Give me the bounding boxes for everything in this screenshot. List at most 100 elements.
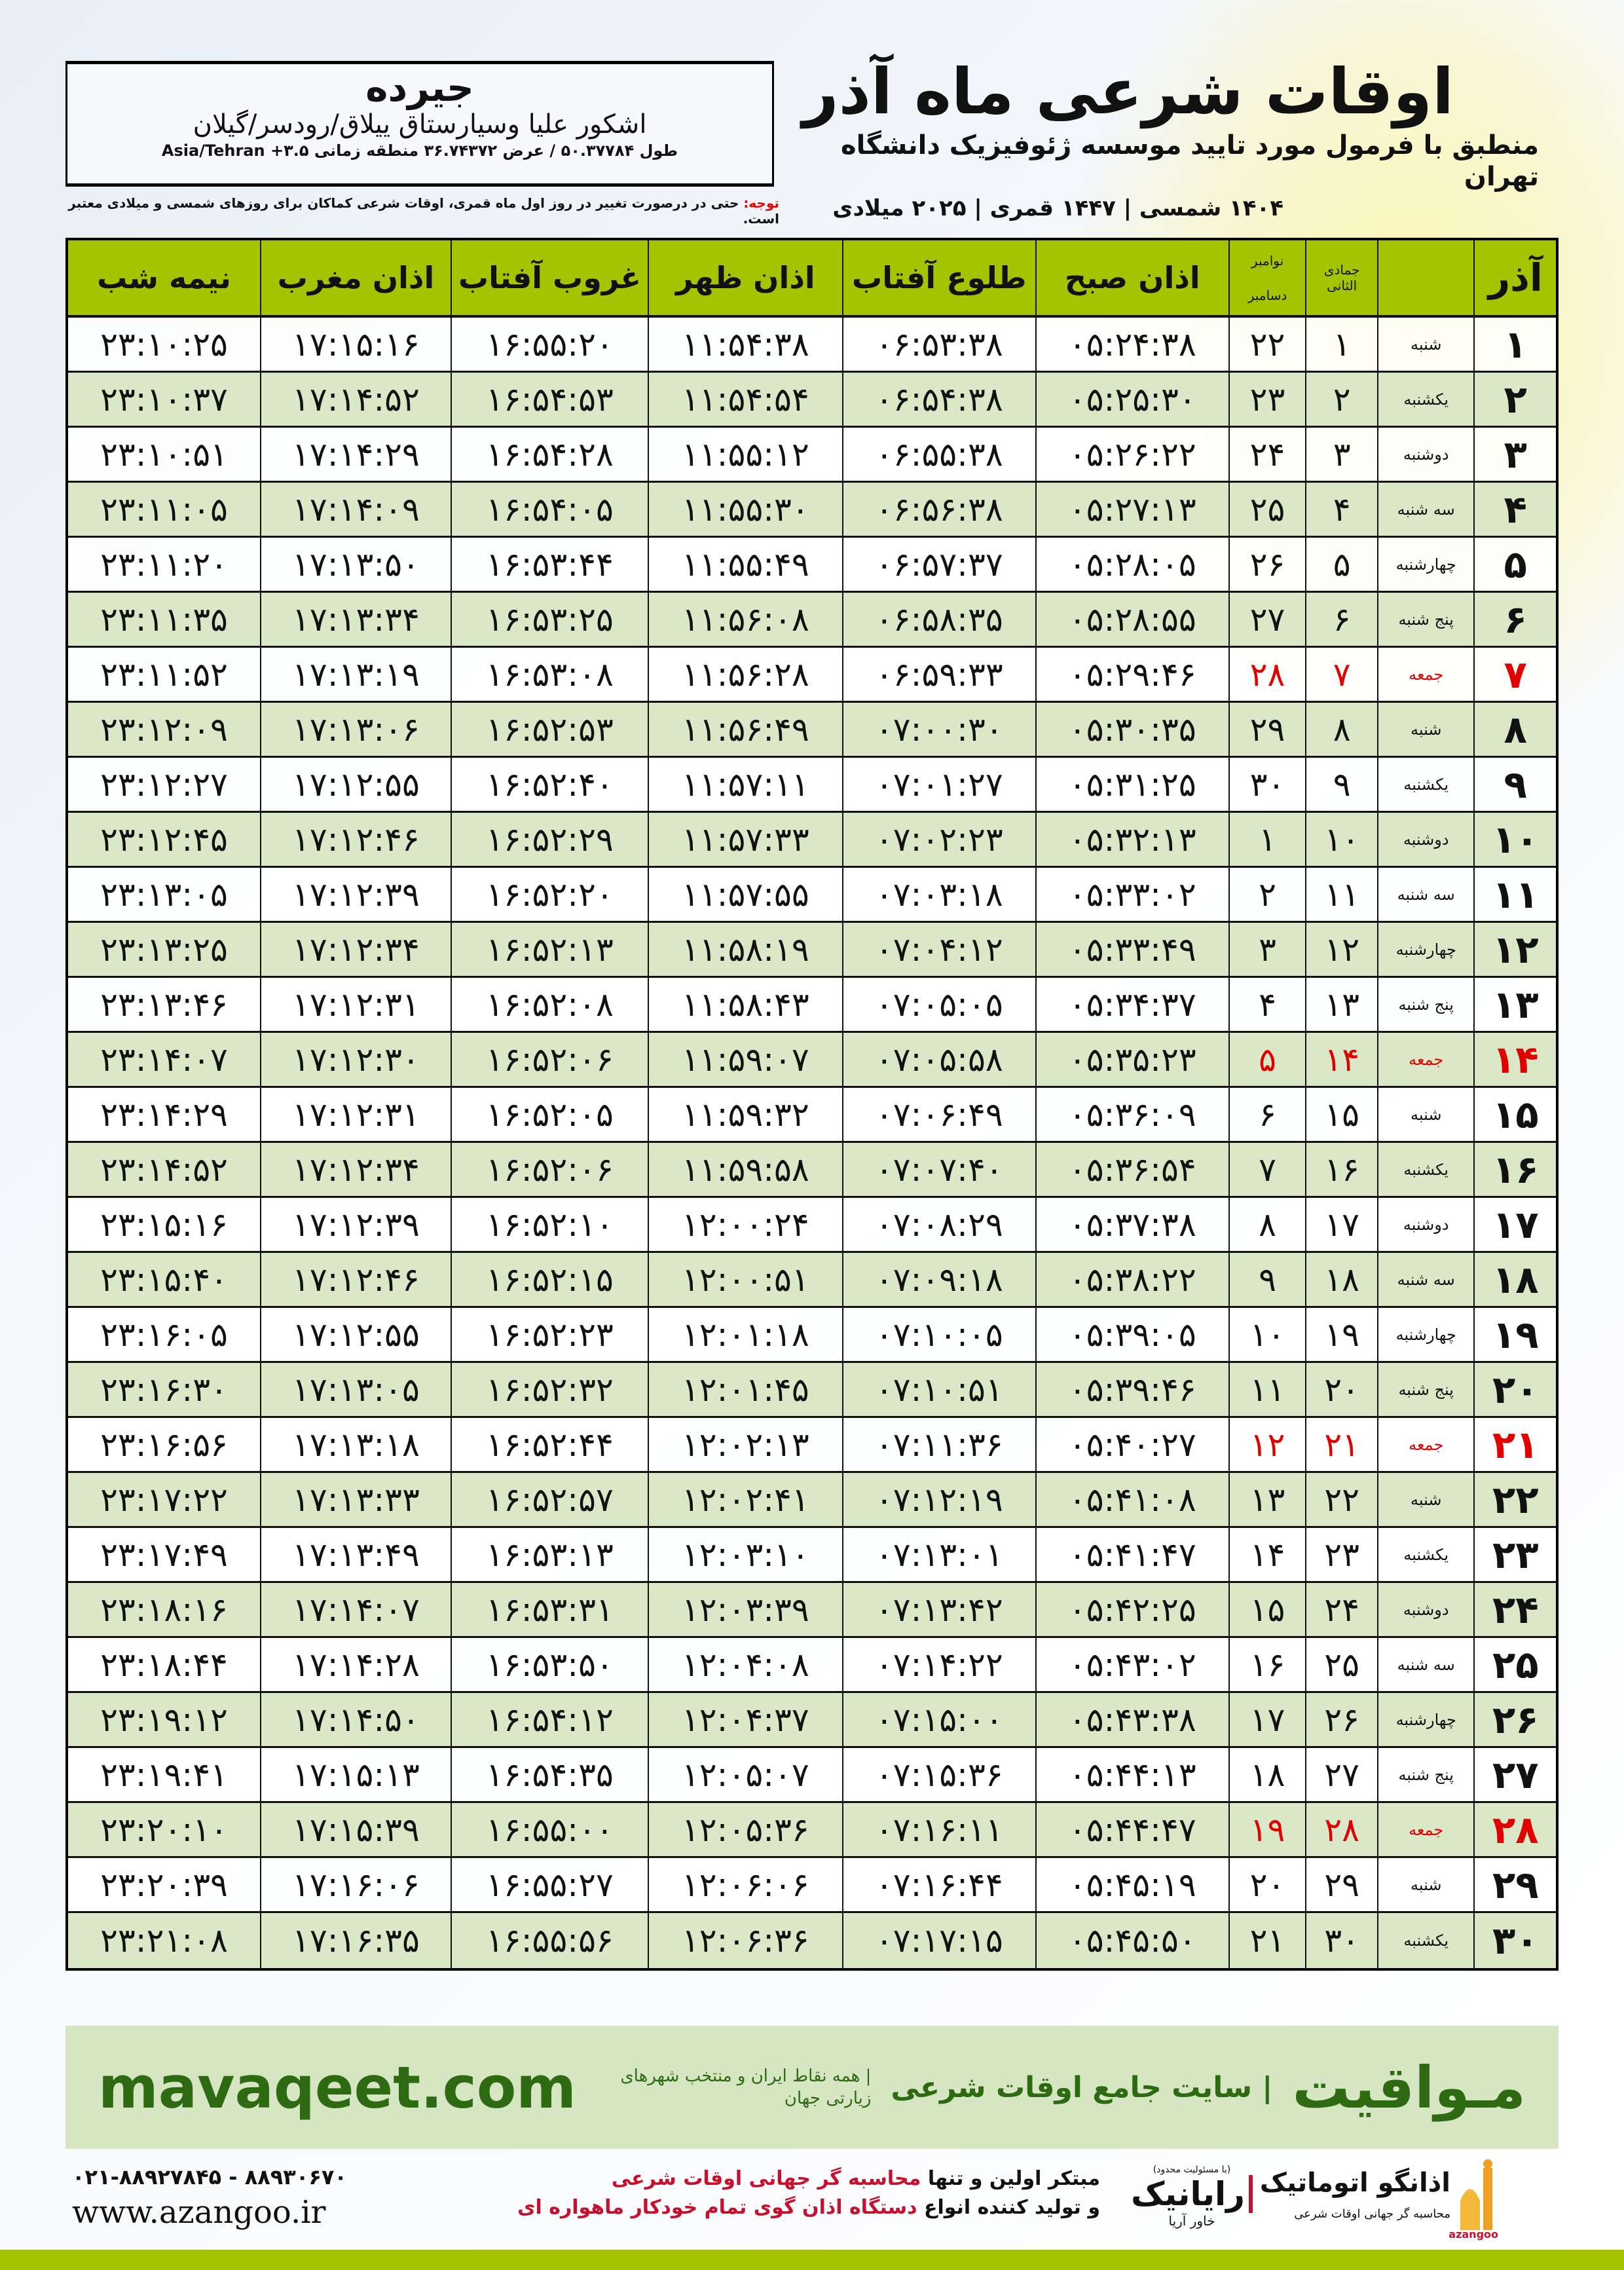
cell-sunset: ۱۶:۵۲:۱۵ [450,1253,648,1306]
cell-midnight: ۲۳:۱۸:۴۴ [100,1645,228,1684]
mavaqeet-url[interactable]: mavaqeet.com [98,2053,576,2121]
cell-weekday: یکشنبه [1376,1143,1473,1196]
cell-maghrib: ۱۷:۱۲:۳۹ [259,868,451,921]
cell-sunset: ۱۶:۵۵:۰۰ [450,1803,648,1856]
cell-sunset: ۱۶:۵۲:۲۰ [450,868,648,921]
cell-weekday: دوشنبه [1376,428,1473,481]
cell-sunrise: ۰۶:۵۶:۳۸ [841,483,1035,536]
cell-sunset: ۱۶:۵۴:۵۳ [450,373,648,426]
cell-maghrib: ۱۷:۱۲:۳۱ [259,978,451,1031]
cell-fajr: ۰۵:۳۵:۲۳ [1035,1033,1228,1086]
cell-sunset: ۱۶:۵۳:۴۴ [450,538,648,591]
cell-sunrise: ۰۷:۱۳:۰۱ [841,1528,1035,1581]
minaret-icon [1460,2159,1492,2230]
cell-gregorian-day: ۱۵ [1228,1583,1306,1636]
table-row: ۷ جمعه ۷ ۲۸ ۰۵:۲۹:۴۶ ۰۶:۵۹:۳۳ ۱۱:۵۶:۲۸ ۱۶:۵۳:۰۸… [68,648,1556,703]
table-body: ۱ شنبه ۱ ۲۲ ۰۵:۲۴:۳۸ ۰۶:۵۳:۳۸ ۱۱:۵۴:۳۸ ۱۶:۵۵:۲۰… [68,318,1556,1968]
cell-sunset: ۱۶:۵۴:۰۵ [450,483,648,536]
cell-dhuhr: ۱۲:۰۲:۴۱ [647,1473,842,1526]
col-sunrise: طلوع آفتاب [841,240,1035,315]
table-row: ۱۶ یکشنبه ۱۶ ۷ ۰۵:۳۶:۵۴ ۰۷:۰۷:۴۰ ۱۱:۵۹:۵۸ ۱۶:۵۲… [68,1143,1556,1198]
cell-weekday: چهارشنبه [1376,923,1473,976]
cell-gregorian-day: ۱ [1228,813,1306,866]
cell-dhuhr: ۱۲:۰۵:۳۶ [647,1803,842,1856]
cell-maghrib: ۱۷:۱۲:۳۹ [259,1198,451,1251]
col-gregorian-top: نوامبر [1251,252,1284,269]
cell-maghrib: ۱۷:۱۲:۵۵ [259,1308,451,1361]
cell-midnight: ۲۳:۱۰:۵۱ [100,435,228,474]
mavaqeet-logo: مـواقیت [1292,2053,1526,2121]
cell-sunrise: ۰۶:۵۹:۳۳ [841,648,1035,701]
cell-day: ۲۱ [1473,1418,1556,1471]
cell-hijri-day: ۲۴ [1305,1583,1377,1636]
cell-maghrib: ۱۷:۱۳:۱۹ [259,648,451,701]
cell-midnight: ۲۳:۲۰:۱۰ [100,1810,228,1849]
cell-midnight: ۲۳:۱۳:۰۵ [100,875,228,914]
cell-dhuhr: ۱۱:۵۴:۳۸ [647,318,842,371]
table-row: ۵ چهارشنبه ۵ ۲۶ ۰۵:۲۸:۰۵ ۰۶:۵۷:۳۷ ۱۱:۵۵:۴۹ ۱۶:۵… [68,538,1556,593]
cell-maghrib: ۱۷:۱۲:۳۴ [259,1143,451,1196]
cell-day: ۱۴ [1473,1033,1556,1086]
cell-sunset: ۱۶:۵۴:۳۵ [450,1748,648,1801]
cell-dhuhr: ۱۱:۵۶:۲۸ [647,648,842,701]
cell-day: ۴ [1473,483,1556,536]
cell-day: ۲۲ [1473,1473,1556,1526]
azangoo-url[interactable]: www.azangoo.ir [72,2194,326,2231]
cell-sunset: ۱۶:۵۲:۵۳ [450,703,648,756]
cell-fajr: ۰۵:۴۰:۲۷ [1035,1418,1228,1471]
cell-midnight: ۲۳:۱۷:۲۲ [100,1480,228,1519]
cell-fajr: ۰۵:۴۵:۱۹ [1035,1858,1228,1911]
cell-fajr: ۰۵:۳۶:۰۹ [1035,1088,1228,1141]
cell-fajr: ۰۵:۴۵:۵۰ [1035,1913,1228,1968]
cell-fajr: ۰۵:۴۱:۰۸ [1035,1473,1228,1526]
cell-hijri-day: ۱۸ [1305,1253,1377,1306]
table-row: ۱۵ شنبه ۱۵ ۶ ۰۵:۳۶:۰۹ ۰۷:۰۶:۴۹ ۱۱:۵۹:۳۲ ۱۶:۵۲:۰… [68,1088,1556,1143]
cell-gregorian-day: ۱۳ [1228,1473,1306,1526]
cell-sunrise: ۰۷:۰۴:۱۲ [841,923,1035,976]
cell-dhuhr: ۱۱:۵۸:۴۳ [647,978,842,1031]
cell-dhuhr: ۱۲:۰۵:۰۷ [647,1748,842,1801]
col-weekday [1376,240,1473,315]
cell-hijri-day: ۲۱ [1305,1418,1377,1471]
cell-sunset: ۱۶:۵۲:۰۶ [450,1143,648,1196]
cell-weekday: شنبه [1376,318,1473,371]
table-row: ۲۰ پنج شنبه ۲۰ ۱۱ ۰۵:۳۹:۴۶ ۰۷:۱۰:۵۱ ۱۲:۰۱:۴۵ ۱۶… [68,1363,1556,1418]
cell-gregorian-day: ۱۴ [1228,1528,1306,1581]
cell-sunset: ۱۶:۵۲:۰۵ [450,1088,648,1141]
cell-maghrib: ۱۷:۱۵:۳۹ [259,1803,451,1856]
cell-gregorian-day: ۱۸ [1228,1748,1306,1801]
cell-weekday: پنج شنبه [1376,1363,1473,1416]
cell-fajr: ۰۵:۳۱:۲۵ [1035,758,1228,811]
cell-sunset: ۱۶:۵۳:۵۰ [450,1638,648,1691]
table-row: ۲۵ سه شنبه ۲۵ ۱۶ ۰۵:۴۳:۰۲ ۰۷:۱۴:۲۲ ۱۲:۰۴:۰۸ ۱۶:… [68,1638,1556,1693]
table-row: ۲۳ یکشنبه ۲۳ ۱۴ ۰۵:۴۱:۴۷ ۰۷:۱۳:۰۱ ۱۲:۰۳:۱۰ ۱۶:۵… [68,1528,1556,1583]
cell-fajr: ۰۵:۲۴:۳۸ [1035,318,1228,371]
cell-fajr: ۰۵:۲۸:۰۵ [1035,538,1228,591]
cell-fajr: ۰۵:۲۶:۲۲ [1035,428,1228,481]
cell-midnight: ۲۳:۱۲:۰۹ [100,710,228,749]
cell-hijri-day: ۸ [1305,703,1377,756]
col-hijri-label: جمادی الثانی [1323,262,1360,293]
cell-dhuhr: ۱۱:۵۹:۳۲ [647,1088,842,1141]
cell-weekday: شنبه [1376,703,1473,756]
cell-sunrise: ۰۷:۱۵:۰۰ [841,1693,1035,1746]
location-coords: طول ۵۰.۳۷۷۸۴ / عرض ۳۶.۷۴۳۷۲ منطقه زمانی … [161,141,678,160]
cell-gregorian-day: ۲۲ [1228,318,1306,371]
cell-hijri-day: ۱۰ [1305,813,1377,866]
cell-fajr: ۰۵:۲۸:۵۵ [1035,593,1228,646]
table-row: ۱۴ جمعه ۱۴ ۵ ۰۵:۳۵:۲۳ ۰۷:۰۵:۵۸ ۱۱:۵۹:۰۷ ۱۶:۵۲:۰… [68,1033,1556,1088]
cell-maghrib: ۱۷:۱۳:۳۴ [259,593,451,646]
cell-gregorian-day: ۲۸ [1228,648,1306,701]
cell-fajr: ۰۵:۴۴:۱۳ [1035,1748,1228,1801]
cell-fajr: ۰۵:۳۳:۴۹ [1035,923,1228,976]
cell-gregorian-day: ۱۹ [1228,1803,1306,1856]
cell-hijri-day: ۶ [1305,593,1377,646]
cell-fajr: ۰۵:۳۳:۰۲ [1035,868,1228,921]
cell-weekday: سه شنبه [1376,868,1473,921]
cell-sunrise: ۰۶:۵۵:۳۸ [841,428,1035,481]
cell-sunrise: ۰۷:۰۶:۴۹ [841,1088,1035,1141]
cell-dhuhr: ۱۲:۰۳:۱۰ [647,1528,842,1581]
cell-midnight: ۲۳:۱۵:۱۶ [100,1205,228,1244]
cell-sunrise: ۰۶:۵۴:۳۸ [841,373,1035,426]
cell-maghrib: ۱۷:۱۲:۴۶ [259,1253,451,1306]
